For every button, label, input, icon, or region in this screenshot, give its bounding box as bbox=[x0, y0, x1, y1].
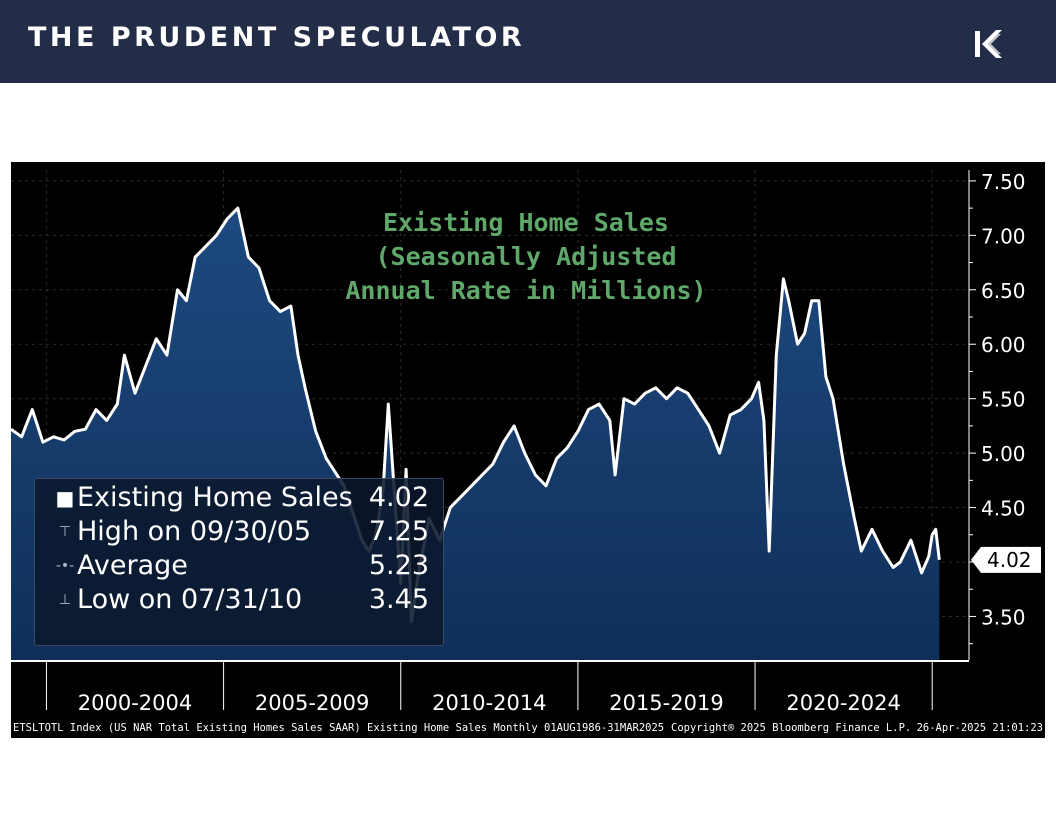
legend-label: Low on 07/31/10 bbox=[77, 584, 303, 615]
copyright-note: Copyright® 2025 Bloomberg Finance L.P. bbox=[671, 722, 912, 734]
legend-row-low: ⊥ Low on 07/31/10 3.45 bbox=[53, 583, 439, 617]
tps-logo-icon bbox=[975, 30, 1002, 58]
chart-footer: ETSLTOTL Index (US NAR Total Existing Ho… bbox=[11, 720, 1045, 736]
legend-row-high: ⊤ High on 09/30/05 7.25 bbox=[53, 515, 439, 549]
timestamp: 26-Apr-2025 21:01:23 bbox=[916, 722, 1043, 734]
low-marker-icon: ⊥ bbox=[58, 592, 72, 608]
series-marker-icon: ■ bbox=[55, 486, 75, 510]
chart-legend: ■ Existing Home Sales 4.02 ⊤ High on 09/… bbox=[34, 478, 444, 646]
legend-label: High on 09/30/05 bbox=[77, 516, 312, 547]
chart-panel: 7.507.006.506.005.505.004.504.003.502000… bbox=[11, 162, 1045, 738]
x-period-label: 2010-2014 bbox=[432, 691, 546, 715]
legend-label: Average bbox=[77, 550, 188, 581]
y-tick-label: 5.00 bbox=[981, 442, 1026, 466]
y-tick-label: 6.00 bbox=[981, 333, 1026, 357]
y-tick-label: 7.00 bbox=[981, 224, 1026, 248]
legend-label: Existing Home Sales bbox=[77, 482, 353, 513]
x-period-label: 2000-2004 bbox=[78, 691, 192, 715]
source-note: ETSLTOTL Index (US NAR Total Existing Ho… bbox=[13, 722, 665, 734]
legend-row-current: ■ Existing Home Sales 4.02 bbox=[53, 481, 439, 515]
y-tick-label: 6.50 bbox=[981, 279, 1026, 303]
y-tick-label: 5.50 bbox=[981, 388, 1026, 412]
high-marker-icon: ⊤ bbox=[58, 524, 72, 540]
y-tick-label: 3.50 bbox=[981, 605, 1026, 629]
y-tick-label: 4.50 bbox=[981, 497, 1026, 521]
legend-row-average: -•- Average 5.23 bbox=[53, 549, 439, 583]
header-bar: THE PRUDENT SPECULATOR bbox=[0, 0, 1056, 83]
chart-title-line-1: Existing Home Sales bbox=[383, 208, 669, 237]
legend-value: 4.02 bbox=[368, 482, 429, 513]
last-value-callout bbox=[971, 546, 1041, 573]
x-period-label: 2005-2009 bbox=[255, 691, 369, 715]
series-line bbox=[11, 206, 941, 624]
legend-value: 3.45 bbox=[368, 584, 429, 615]
average-marker-icon: -•- bbox=[55, 558, 75, 574]
y-tick-label: 7.50 bbox=[981, 170, 1026, 194]
x-period-label: 2015-2019 bbox=[609, 691, 723, 715]
chart-title: Existing Home Sales (Seasonally Adjusted… bbox=[311, 206, 741, 308]
x-axis-line bbox=[11, 660, 969, 662]
legend-value: 5.23 bbox=[368, 550, 429, 581]
legend-value: 7.25 bbox=[368, 516, 429, 547]
last-value-label: 4.02 bbox=[987, 548, 1032, 572]
chart-title-line-3: Annual Rate in Millions) bbox=[345, 276, 707, 305]
chart-title-line-2: (Seasonally Adjusted bbox=[375, 242, 677, 271]
x-period-label: 2020-2024 bbox=[786, 691, 900, 715]
brand-title: THE PRUDENT SPECULATOR bbox=[28, 22, 526, 53]
